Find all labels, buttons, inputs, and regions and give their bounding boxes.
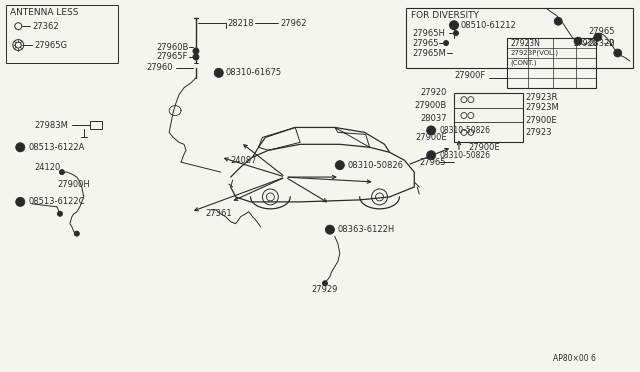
Text: 27923: 27923 xyxy=(525,128,552,137)
Text: 27962: 27962 xyxy=(280,19,307,28)
Text: 27965: 27965 xyxy=(412,39,439,48)
Text: S: S xyxy=(429,153,433,158)
Circle shape xyxy=(427,151,436,160)
Text: 27965: 27965 xyxy=(588,27,615,36)
Text: 28218: 28218 xyxy=(228,19,254,28)
Text: 27923N: 27923N xyxy=(511,39,540,48)
Text: S: S xyxy=(19,145,22,150)
Text: 27960B: 27960B xyxy=(156,42,189,52)
Circle shape xyxy=(444,41,449,45)
Text: 08510-61212: 08510-61212 xyxy=(461,21,516,30)
Circle shape xyxy=(74,231,79,236)
Text: 08310-50826: 08310-50826 xyxy=(439,151,490,160)
Circle shape xyxy=(16,143,25,152)
Circle shape xyxy=(335,161,344,170)
Circle shape xyxy=(574,37,582,45)
Text: 28320: 28320 xyxy=(588,39,615,48)
Text: 27965M: 27965M xyxy=(412,48,446,58)
Text: ANTENNA LESS: ANTENNA LESS xyxy=(10,8,79,17)
Text: 08513-6122C: 08513-6122C xyxy=(28,198,84,206)
Text: 08310-50826: 08310-50826 xyxy=(348,161,404,170)
Circle shape xyxy=(16,198,25,206)
Text: 27965G: 27965G xyxy=(34,41,67,49)
Text: −2: −2 xyxy=(602,39,615,48)
Text: 27900E: 27900E xyxy=(525,116,557,125)
Bar xyxy=(6,5,118,63)
Circle shape xyxy=(554,17,562,25)
Text: 27983M: 27983M xyxy=(34,121,68,130)
Text: 27900E: 27900E xyxy=(469,143,500,152)
Text: 27923R: 27923R xyxy=(525,93,558,102)
Text: 24087: 24087 xyxy=(230,156,257,165)
Text: 27362: 27362 xyxy=(32,22,59,31)
Circle shape xyxy=(214,68,223,77)
Circle shape xyxy=(58,211,63,216)
Circle shape xyxy=(614,49,621,57)
Text: 27900F: 27900F xyxy=(454,71,485,80)
Text: 27900H: 27900H xyxy=(57,180,90,189)
Text: 27900E: 27900E xyxy=(415,133,447,142)
Circle shape xyxy=(427,126,436,135)
Text: 27965: 27965 xyxy=(419,158,445,167)
Text: 27920: 27920 xyxy=(573,39,597,48)
Text: AP80×00 6: AP80×00 6 xyxy=(553,354,596,363)
Text: 27929: 27929 xyxy=(312,285,338,294)
Text: FOR DIVERSITY: FOR DIVERSITY xyxy=(412,11,479,20)
Text: 08363-6122H: 08363-6122H xyxy=(338,225,395,234)
Bar xyxy=(454,93,524,142)
Bar xyxy=(90,122,102,129)
Text: 27361: 27361 xyxy=(206,209,232,218)
Text: S: S xyxy=(338,163,342,168)
Circle shape xyxy=(594,33,602,41)
Text: S: S xyxy=(328,227,332,232)
Text: S: S xyxy=(452,23,456,28)
Circle shape xyxy=(60,170,65,174)
Text: 28037: 28037 xyxy=(420,114,447,123)
Circle shape xyxy=(454,31,458,36)
Text: 27923P(VOL.): 27923P(VOL.) xyxy=(511,50,559,56)
Bar xyxy=(507,38,596,88)
Circle shape xyxy=(323,281,328,286)
Text: 27965F: 27965F xyxy=(156,52,188,61)
Text: 27900B: 27900B xyxy=(415,101,447,110)
Text: 27960: 27960 xyxy=(147,63,173,73)
Text: 08310-61675: 08310-61675 xyxy=(226,68,282,77)
Text: 27923M: 27923M xyxy=(525,103,559,112)
Bar xyxy=(406,8,633,68)
Text: S: S xyxy=(19,199,22,204)
Text: 27965H: 27965H xyxy=(412,29,445,38)
Circle shape xyxy=(449,21,458,30)
Text: S: S xyxy=(217,70,221,76)
Circle shape xyxy=(193,54,199,60)
Text: 08310-50826: 08310-50826 xyxy=(439,126,490,135)
Text: S: S xyxy=(429,128,433,133)
Text: 08513-6122A: 08513-6122A xyxy=(28,143,84,152)
Circle shape xyxy=(193,48,199,54)
Circle shape xyxy=(326,225,334,234)
Text: 27920: 27920 xyxy=(420,88,447,97)
Text: 24120: 24120 xyxy=(34,163,60,171)
Text: (CONT.): (CONT.) xyxy=(511,60,537,66)
